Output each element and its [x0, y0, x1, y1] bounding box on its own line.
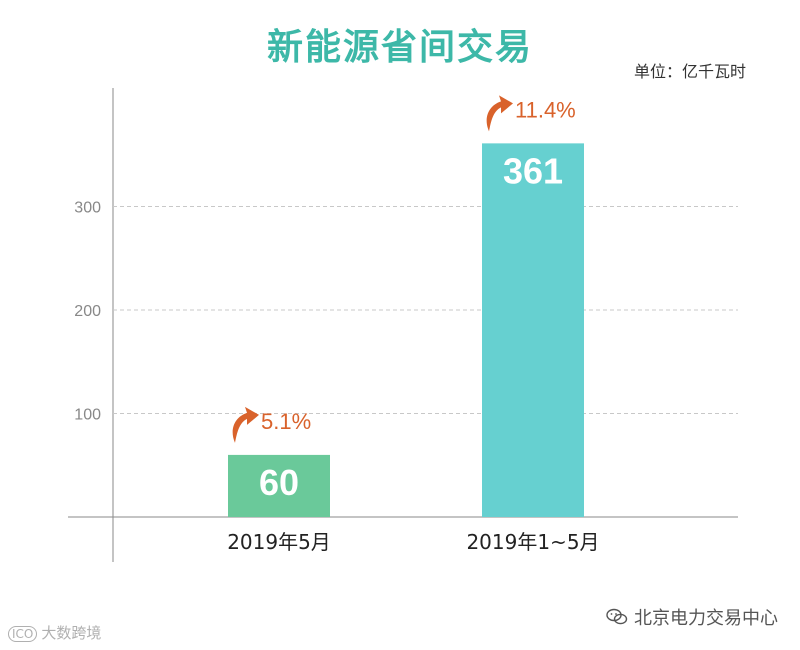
bar	[482, 143, 584, 518]
x-category-label: 2019年1~5月	[466, 530, 599, 554]
unit-label: 单位：亿千瓦时	[633, 62, 746, 81]
watermark-right: 北京电力交易中心	[606, 604, 778, 630]
watermark-right-text: 北京电力交易中心	[634, 608, 778, 629]
bar-value-label: 60	[259, 462, 299, 503]
watermark-logo: ICO	[8, 626, 38, 642]
wechat-icon	[606, 608, 628, 625]
growth-arrow-shape	[232, 406, 259, 443]
growth-label: 11.4%	[515, 97, 576, 122]
watermark-left-text: 大数跨境	[41, 624, 102, 642]
x-category-label: 2019年5月	[227, 530, 331, 554]
y-tick-label: 200	[74, 303, 101, 320]
growth-arrow-shape	[486, 95, 513, 132]
y-tick-label: 100	[74, 407, 101, 424]
y-tick-label: 300	[74, 200, 101, 217]
watermark-left: ICO 大数跨境	[8, 622, 101, 643]
growth-arrow-icon	[486, 95, 513, 132]
growth-label: 5.1%	[261, 409, 311, 434]
chart-title: 新能源省间交易	[266, 27, 533, 68]
bar-value-label: 361	[503, 150, 563, 191]
growth-arrow-icon	[232, 406, 259, 443]
bar	[228, 454, 330, 517]
